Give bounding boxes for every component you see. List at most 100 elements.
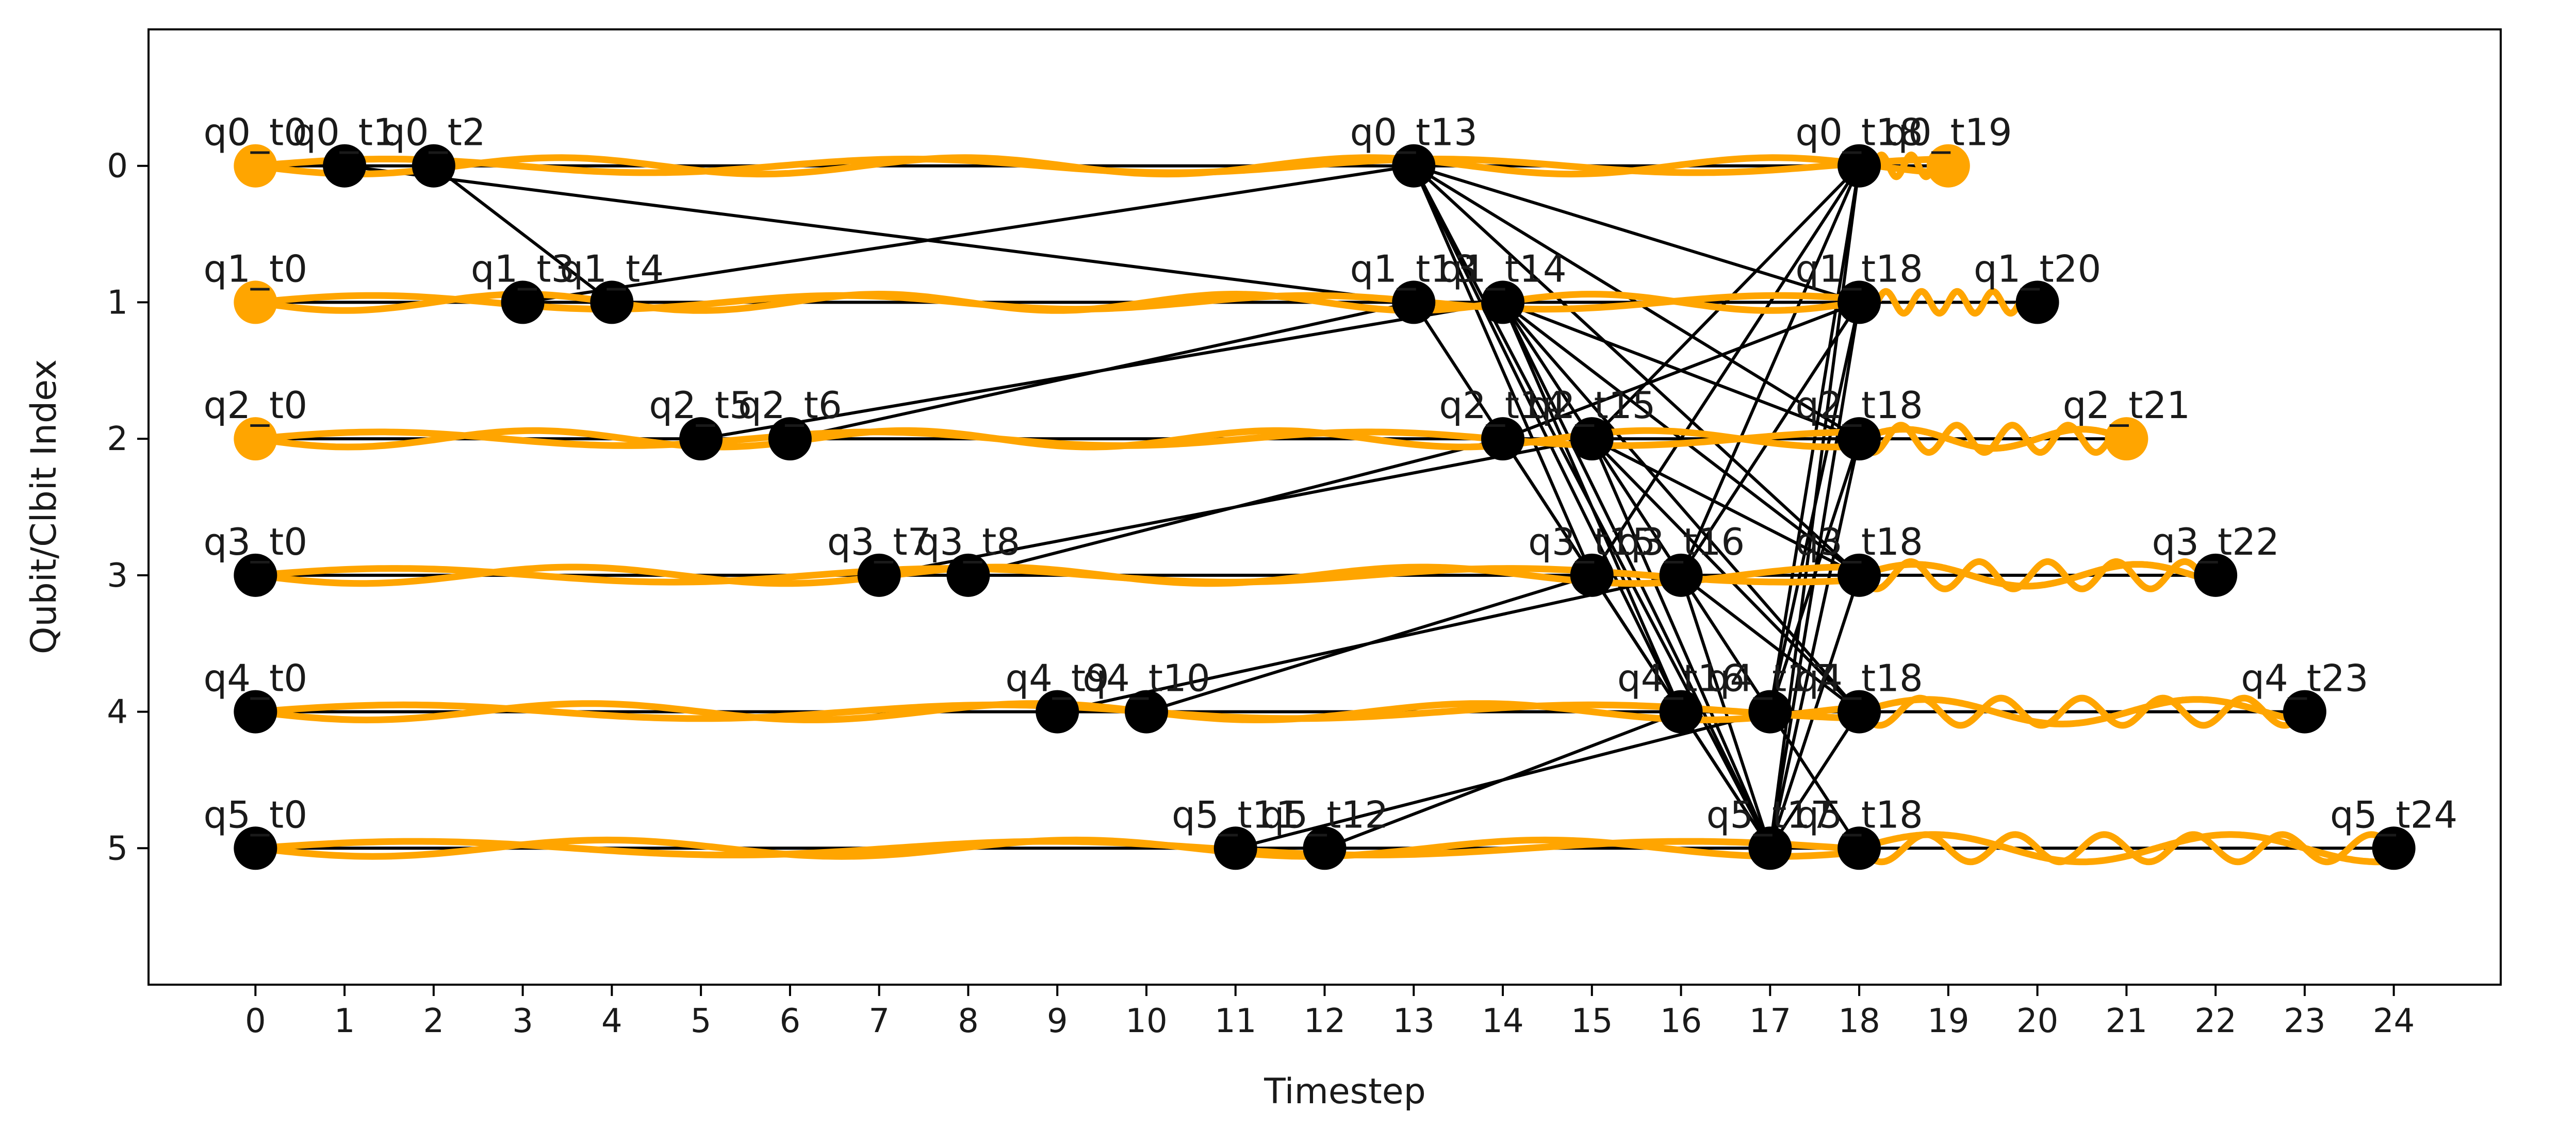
node-marker [1659,690,1703,734]
wave-path [1856,831,2398,866]
node-label: q1_t3 [471,247,575,290]
x-tick-label: 11 [1215,1002,1256,1040]
y-tick-label: 5 [107,829,128,868]
wave-path [1856,288,2041,317]
x-tick-label: 4 [601,1002,622,1040]
x-axis-title: Timestep [1264,1071,1426,1112]
node-marker [1837,553,1881,597]
y-tick-label: 4 [107,693,128,732]
node-marker [501,280,545,324]
node-marker [2194,553,2238,597]
node-marker [234,280,277,324]
node-label: q2_t15 [1528,384,1655,427]
node-label: q4_t10 [1082,657,1210,700]
x-tick-label: 21 [2106,1002,2147,1040]
edge-line [1768,302,1861,712]
node-marker [234,826,277,870]
edge-line [1413,164,1861,577]
x-tick-label: 7 [868,1002,890,1040]
edge-line [1235,710,1771,850]
x-tick-label: 14 [1482,1002,1523,1040]
wave-path [1856,696,2308,727]
node-marker [946,553,990,597]
node-label: q1_t20 [1974,247,2101,290]
y-tick-label: 3 [107,557,128,595]
edge-line [1501,301,1861,713]
node-label: q2_t5 [649,384,753,427]
edge-line [1679,165,1861,576]
x-tick-label: 13 [1393,1002,1435,1040]
node-label: q0_t1 [292,111,397,154]
node-marker [1659,553,1703,597]
edge-line [1501,301,1771,713]
node-marker [2283,690,2326,734]
node-layer [234,144,2416,870]
node-label: q0_t2 [382,111,486,154]
node-label: q0_t13 [1350,111,1478,154]
node-label: q3_t22 [2152,520,2279,563]
x-tick-label: 3 [512,1002,533,1040]
node-label: q1_t14 [1439,247,1566,290]
x-axis: 0 1 2 3 4 5 6 7 8 9 10 11 12 13 14 15 16 17 18 19 20 21 22 23 24 [245,985,2415,1040]
x-tick-label: 0 [245,1002,266,1040]
edge-line [1057,573,1682,713]
x-tick-label: 18 [1838,1002,1880,1040]
node-label: q4_t18 [1795,657,1923,700]
node-marker [857,553,901,597]
node-marker [679,417,723,461]
node-marker [1570,417,1614,461]
x-tick-label: 10 [1125,1002,1167,1040]
node-marker [2015,280,2059,324]
node-marker [1481,417,1525,461]
x-tick-label: 6 [780,1002,801,1040]
node-marker [2372,826,2416,870]
x-tick-label: 16 [1660,1002,1702,1040]
edge-line [344,164,1414,304]
node-marker [1570,553,1614,597]
node-label: q0_t0 [204,111,308,154]
node-label: q5_t11 [1172,793,1299,836]
node-label: q3_t18 [1795,520,1923,563]
node-marker [1837,144,1881,188]
wave-path [1856,561,2219,590]
node-label: q5_t12 [1261,793,1388,836]
node-label: q4_t17 [1707,657,1834,700]
x-tick-label: 22 [2194,1002,2236,1040]
node-marker [1481,280,1525,324]
node-marker [1303,826,1347,870]
node-label: q0_t18 [1795,111,1923,154]
node-marker [412,144,455,188]
node-marker [2105,417,2148,461]
node-marker [1926,144,1970,188]
edge-line [1590,164,1861,440]
edge-line [1680,574,1860,713]
node-marker [1837,417,1881,461]
node-label: q4_t16 [1617,657,1745,700]
edge-line [1590,438,1772,849]
edge-line [522,164,1414,304]
x-tick-label: 17 [1749,1002,1791,1040]
node-label: q0_t19 [1884,111,2012,154]
node-label: q4_t0 [204,657,308,700]
x-tick-label: 12 [1304,1002,1346,1040]
node-label: q2_t21 [2063,384,2190,427]
edge-line [1768,438,1861,849]
x-tick-label: 23 [2284,1002,2325,1040]
node-marker [234,690,277,734]
node-label: q5_t24 [2330,793,2457,836]
edge-line [879,437,1593,577]
edge-line [1768,438,1861,712]
node-marker [1837,690,1881,734]
y-axis: 0 1 2 3 4 5 [107,147,149,868]
edge-line [1768,165,1861,712]
node-label: q2_t18 [1795,384,1923,427]
edge-line [433,164,613,304]
node-marker [234,144,277,188]
node-label: q5_t0 [204,793,308,836]
node-marker [1748,826,1792,870]
node-label: q5_t17 [1707,793,1834,836]
node-label: q5_t18 [1795,793,1923,836]
node-label: q1_t0 [204,247,308,290]
